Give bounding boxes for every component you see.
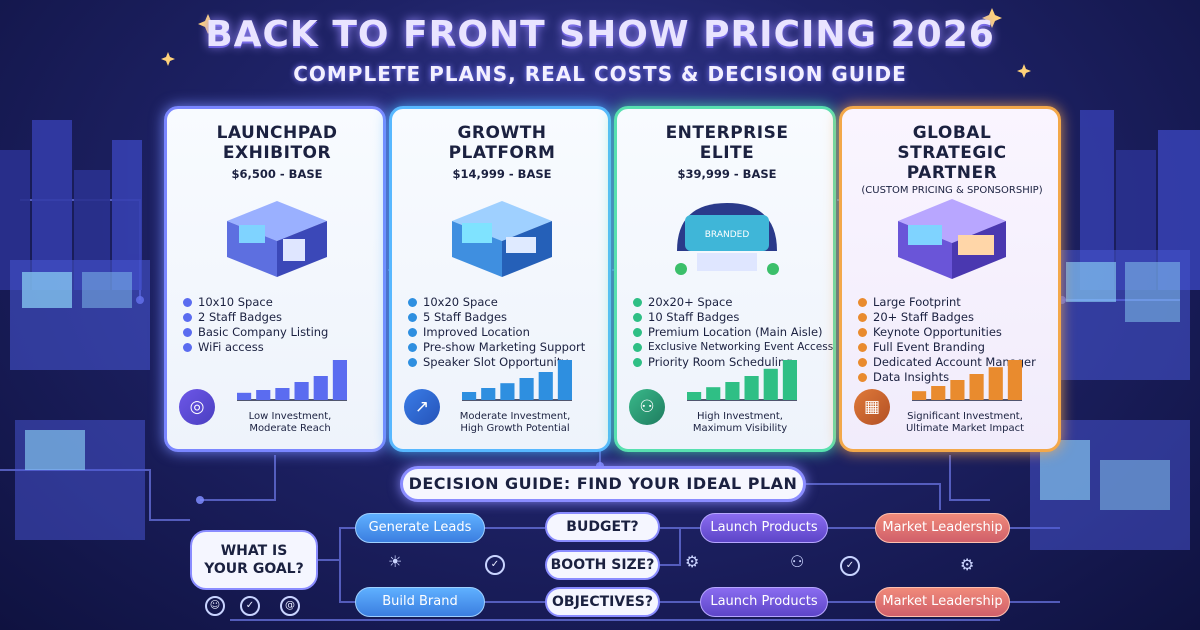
decision-guide-heading: DECISION GUIDE: FIND YOUR IDEAL PLAN bbox=[400, 466, 806, 502]
user-icon: ☺ bbox=[205, 596, 225, 616]
investment-bar bbox=[557, 360, 572, 400]
investment-bar bbox=[687, 392, 702, 400]
investment-bar bbox=[744, 376, 759, 400]
launch-products-button-top[interactable]: Launch Products bbox=[700, 513, 828, 543]
plan-feature-list: 20x20+ Space 10 Staff Badges Premium Loc… bbox=[633, 295, 833, 370]
budget-question[interactable]: BUDGET? bbox=[545, 512, 660, 542]
investment-bar bbox=[950, 380, 965, 400]
investment-bar bbox=[462, 392, 477, 400]
booth-illustration: BRANDED bbox=[675, 203, 779, 275]
investment-bar bbox=[912, 391, 927, 400]
at-icon: @ bbox=[280, 596, 300, 616]
investment-bar bbox=[706, 387, 721, 400]
investment-bar bbox=[1007, 360, 1022, 400]
team-icon: ⚇ bbox=[790, 552, 805, 571]
feature-item: Pre-show Marketing Support bbox=[408, 340, 600, 355]
robot-icon: ⚙ bbox=[685, 552, 700, 571]
plan-reach: Moderate Investment, High Growth Potentia… bbox=[459, 411, 571, 434]
feature-item: 10x20 Space bbox=[408, 295, 600, 310]
investment-bar bbox=[237, 392, 252, 400]
investment-bar bbox=[969, 374, 984, 400]
booth-illustration bbox=[898, 199, 1006, 279]
growth-chart-icon: ↗ bbox=[404, 389, 440, 425]
booth-illustration bbox=[227, 201, 327, 277]
feature-item: Data Insights bbox=[858, 370, 1050, 385]
investment-bars bbox=[462, 360, 572, 401]
gear-icon: ⚙ bbox=[960, 555, 975, 574]
plan-title: GLOBAL STRATEGIC PARTNER bbox=[897, 123, 1007, 183]
feature-item: Speaker Slot Opportunity bbox=[408, 355, 600, 370]
feature-item: Keynote Opportunities bbox=[858, 325, 1050, 340]
investment-bar bbox=[988, 367, 1003, 400]
network-icon: ⚇ bbox=[629, 389, 665, 425]
plan-reach: High Investment, Maximum Visibility bbox=[692, 411, 788, 434]
plan-price: $14,999 - BASE bbox=[452, 167, 552, 181]
analytics-icon: ▦ bbox=[854, 389, 890, 425]
plan-title: ENTERPRISE ELITE bbox=[665, 123, 789, 163]
investment-bar bbox=[275, 388, 290, 400]
investment-bar bbox=[332, 360, 347, 400]
investment-bars bbox=[237, 360, 347, 401]
check-circle-icon: ✓ bbox=[840, 556, 860, 576]
page-title: BACK TO FRONT SHOW PRICING 2026 bbox=[205, 14, 995, 55]
feature-item: 10x10 Space bbox=[183, 295, 375, 310]
investment-bar bbox=[519, 378, 534, 400]
investment-bar bbox=[500, 383, 515, 400]
feature-item: Basic Company Listing bbox=[183, 325, 375, 340]
investment-bar bbox=[481, 388, 496, 400]
investment-bar bbox=[294, 382, 309, 400]
plan-feature-list: 10x10 Space 2 Staff Badges Basic Company… bbox=[183, 295, 375, 355]
plan-price: $39,999 - BASE bbox=[677, 167, 777, 181]
investment-bar bbox=[931, 386, 946, 400]
plan-reach: Low Investment, Moderate Reach bbox=[248, 411, 332, 434]
feature-item: Premium Location (Main Aisle) bbox=[633, 325, 825, 340]
investment-bars bbox=[687, 360, 797, 401]
booth-size-question[interactable]: BOOTH SIZE? bbox=[545, 550, 660, 580]
plan-card-growth[interactable]: GROWTH PLATFORM $14,999 - BASE 10x20 Spac… bbox=[389, 106, 611, 452]
feature-item: 20x20+ Space bbox=[633, 295, 825, 310]
plan-card-enterprise[interactable]: ENTERPRISE ELITE $39,999 - BASE BRANDED 2… bbox=[614, 106, 836, 452]
launch-products-button-bottom[interactable]: Launch Products bbox=[700, 587, 828, 617]
feature-item: Large Footprint bbox=[858, 295, 1050, 310]
feature-item: 20+ Staff Badges bbox=[858, 310, 1050, 325]
investment-bars bbox=[912, 360, 1022, 401]
plan-feature-list: 10x20 Space 5 Staff Badges Improved Loca… bbox=[408, 295, 600, 370]
market-leadership-button-bottom[interactable]: Market Leadership bbox=[875, 587, 1010, 617]
check-circle-icon: ✓ bbox=[485, 555, 505, 575]
feature-item: Exclusive Networking Event Access bbox=[633, 340, 833, 355]
page-subtitle: COMPLETE PLANS, REAL COSTS & DECISION GU… bbox=[293, 62, 907, 86]
goal-box[interactable]: WHAT IS YOUR GOAL? bbox=[190, 530, 318, 590]
feature-item: Dedicated Account Manager bbox=[858, 355, 1050, 370]
objectives-question[interactable]: OBJECTIVES? bbox=[545, 587, 660, 617]
investment-bar bbox=[313, 376, 328, 400]
check-icon: ✓ bbox=[240, 596, 260, 616]
plan-note: (CUSTOM PRICING & SPONSORSHIP) bbox=[861, 185, 1043, 196]
plan-card-launchpad[interactable]: LAUNCHPAD EXHIBITOR $6,500 - BASE 10x10 S… bbox=[164, 106, 386, 452]
target-icon: ◎ bbox=[179, 389, 215, 425]
feature-item: 2 Staff Badges bbox=[183, 310, 375, 325]
feature-item: Full Event Branding bbox=[858, 340, 1050, 355]
plan-title: LAUNCHPAD EXHIBITOR bbox=[216, 123, 338, 163]
market-leadership-button-top[interactable]: Market Leadership bbox=[875, 513, 1010, 543]
feature-item: Priority Room Scheduling bbox=[633, 355, 825, 370]
plan-price: $6,500 - BASE bbox=[231, 167, 323, 181]
build-brand-button[interactable]: Build Brand bbox=[355, 587, 485, 617]
investment-bar bbox=[538, 372, 553, 400]
plan-title: GROWTH PLATFORM bbox=[448, 123, 556, 163]
feature-item: WiFi access bbox=[183, 340, 375, 355]
plan-card-global-partner[interactable]: GLOBAL STRATEGIC PARTNER (CUSTOM PRICING … bbox=[839, 106, 1061, 452]
lightbulb-icon: ☀ bbox=[388, 552, 403, 571]
investment-bar bbox=[725, 382, 740, 400]
booth-illustration bbox=[452, 201, 552, 277]
feature-item: Improved Location bbox=[408, 325, 600, 340]
booth-sign: BRANDED bbox=[705, 230, 750, 240]
plan-feature-list: Large Footprint 20+ Staff Badges Keynote… bbox=[858, 295, 1050, 385]
feature-item: 10 Staff Badges bbox=[633, 310, 825, 325]
feature-item: 5 Staff Badges bbox=[408, 310, 600, 325]
investment-bar bbox=[763, 368, 778, 400]
plan-reach: Significant Investment, Ultimate Market I… bbox=[905, 411, 1025, 434]
investment-bar bbox=[782, 360, 797, 400]
investment-bar bbox=[256, 390, 271, 400]
generate-leads-button[interactable]: Generate Leads bbox=[355, 513, 485, 543]
